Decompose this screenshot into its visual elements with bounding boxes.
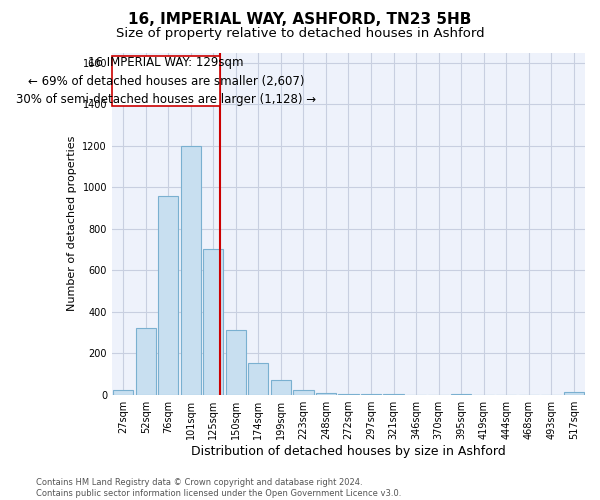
Text: Size of property relative to detached houses in Ashford: Size of property relative to detached ho…	[116, 28, 484, 40]
Bar	[248, 364, 268, 394]
Text: Contains HM Land Registry data © Crown copyright and database right 2024.
Contai: Contains HM Land Registry data © Crown c…	[36, 478, 401, 498]
Text: 16 IMPERIAL WAY: 129sqm
← 69% of detached houses are smaller (2,607)
30% of semi: 16 IMPERIAL WAY: 129sqm ← 69% of detache…	[16, 56, 316, 106]
X-axis label: Distribution of detached houses by size in Ashford: Distribution of detached houses by size …	[191, 444, 506, 458]
Bar	[136, 328, 156, 394]
Bar	[158, 196, 178, 394]
Bar	[316, 392, 336, 394]
FancyBboxPatch shape	[112, 56, 220, 106]
Bar	[203, 250, 223, 394]
Bar	[563, 392, 584, 394]
Bar	[271, 380, 291, 394]
Bar	[293, 390, 314, 394]
Y-axis label: Number of detached properties: Number of detached properties	[67, 136, 77, 311]
Bar	[181, 146, 201, 394]
Bar	[226, 330, 246, 394]
Bar	[113, 390, 133, 394]
Text: 16, IMPERIAL WAY, ASHFORD, TN23 5HB: 16, IMPERIAL WAY, ASHFORD, TN23 5HB	[128, 12, 472, 28]
